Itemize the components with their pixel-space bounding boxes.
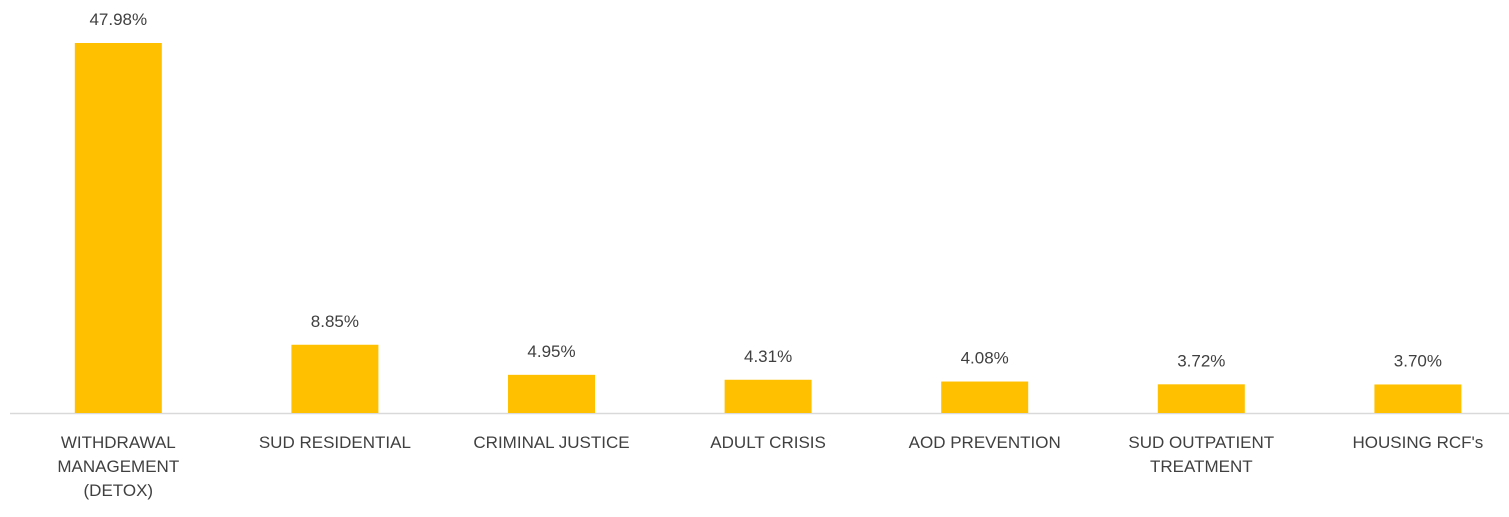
value-label: 47.98% [89, 10, 147, 29]
x-tick-label: CRIMINAL JUSTICE [473, 433, 630, 452]
bar [74, 43, 162, 413]
bar [941, 381, 1029, 413]
value-label: 4.08% [961, 349, 1009, 368]
x-tick-label: SUD OUTPATIENT TREATMENT [1128, 433, 1275, 476]
bar [1157, 384, 1245, 413]
value-label: 8.85% [311, 312, 359, 331]
value-label: 4.95% [527, 342, 575, 361]
value-label: 3.70% [1394, 351, 1442, 370]
x-tick-label: SUD RESIDENTIAL [258, 433, 411, 452]
x-tick-label: ADULT CRISIS [710, 433, 826, 452]
bar [1374, 384, 1462, 413]
x-tick-label: HOUSING RCF's [1352, 433, 1484, 452]
x-tick-label: WITHDRAWAL MANAGEMENT (DETOX) [57, 433, 180, 500]
value-label: 3.72% [1177, 351, 1225, 370]
bar [508, 374, 595, 413]
x-tick-label: AOD PREVENTION [908, 433, 1061, 452]
value-label: 4.31% [744, 347, 792, 366]
bar [724, 379, 812, 413]
bar [291, 344, 379, 413]
